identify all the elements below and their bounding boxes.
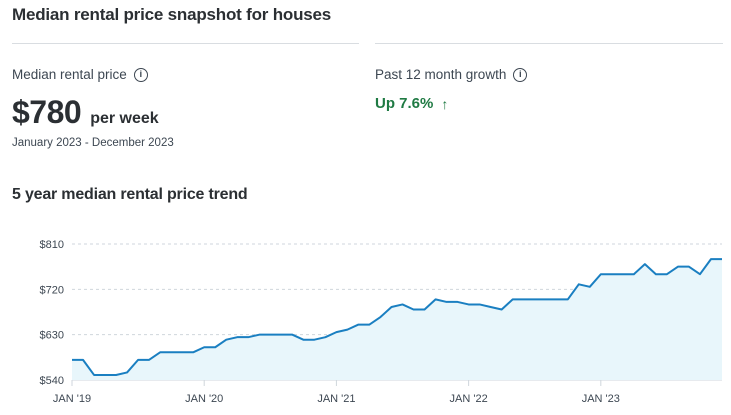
x-tick-label: JAN '23 bbox=[582, 393, 620, 405]
growth-row: Up 7.6% ↑ bbox=[375, 95, 448, 112]
x-tick-label: JAN '21 bbox=[317, 393, 355, 405]
divider-left bbox=[12, 43, 359, 44]
divider-right bbox=[375, 43, 723, 44]
median-value: $780 bbox=[12, 94, 82, 130]
info-icon[interactable]: i bbox=[513, 67, 528, 82]
area-fill bbox=[72, 259, 722, 380]
rental-trend-chart: $540 $630 $720 $810 JAN '19 JAN '20 JAN '21 JAN… bbox=[40, 239, 722, 405]
y-tick-label: $630 bbox=[40, 330, 64, 342]
info-icon[interactable]: i bbox=[133, 67, 148, 82]
growth-label-row: Past 12 month growth i bbox=[375, 67, 528, 82]
growth-label: Past 12 month growth bbox=[375, 67, 507, 82]
x-tick-label: JAN '19 bbox=[53, 393, 91, 405]
snapshot-title: Median rental price snapshot for houses bbox=[12, 5, 332, 24]
median-label-row: Median rental price i bbox=[12, 67, 148, 82]
date-range: January 2023 - December 2023 bbox=[12, 137, 174, 149]
y-tick-label: $720 bbox=[40, 284, 64, 296]
trend-title: 5 year median rental price trend bbox=[12, 186, 248, 203]
x-tick-label: JAN '20 bbox=[185, 393, 223, 405]
y-tick-label: $540 bbox=[40, 375, 64, 387]
growth-value: Up 7.6% bbox=[375, 95, 434, 112]
arrow-up-icon: ↑ bbox=[441, 95, 449, 112]
median-label: Median rental price bbox=[12, 67, 127, 82]
median-unit: per week bbox=[90, 110, 159, 127]
x-tick-label: JAN '22 bbox=[450, 393, 488, 405]
series-line bbox=[72, 258, 722, 376]
median-price: $780 per week bbox=[12, 94, 159, 131]
y-tick-label: $810 bbox=[40, 239, 64, 251]
